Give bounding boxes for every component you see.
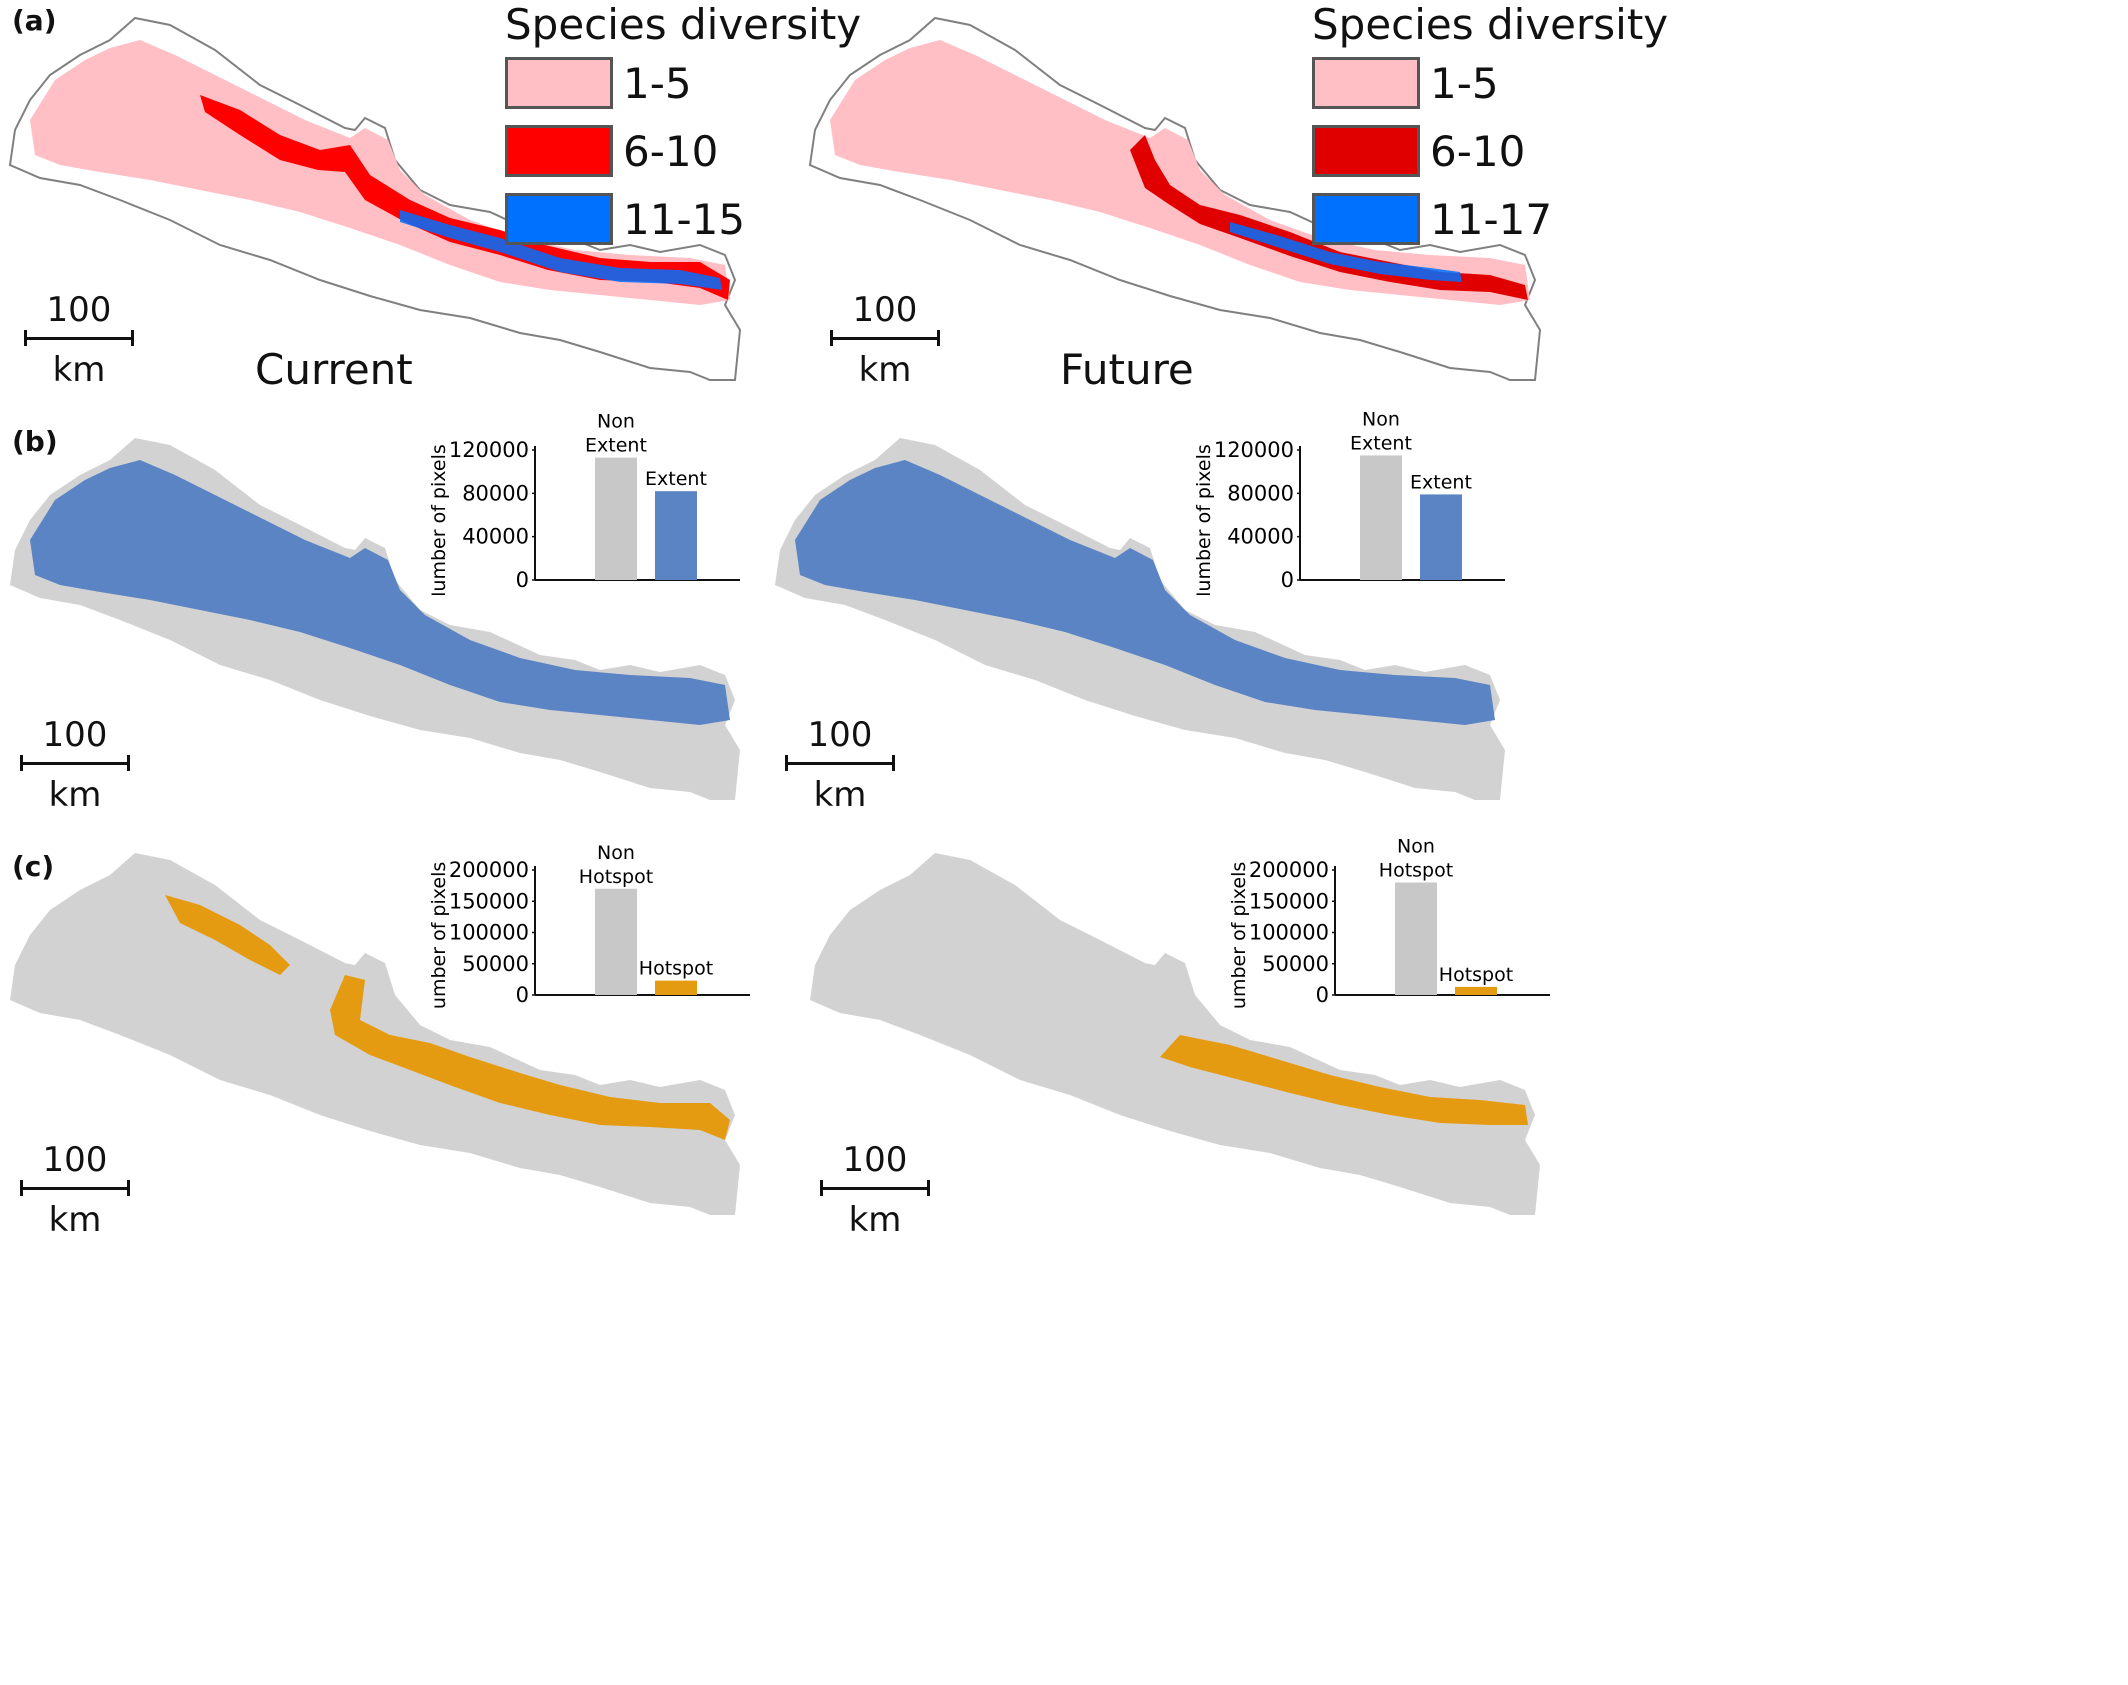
bar-hotspot [1455,986,1497,995]
scale-bar: 100 km [20,1140,170,1240]
scale-bar-unit: km [48,775,102,815]
bar-label: Extent [1350,432,1412,454]
legend-swatch-11-15 [505,193,613,245]
scale-bar-value: 100 [852,290,918,330]
y-tick-label: 40000 [462,525,529,549]
legend-swatch-6-10 [1312,125,1420,177]
bar-label: Extent [645,468,707,490]
y-axis-label: Number of pixels [428,862,450,1010]
y-tick-label: 0 [1281,568,1294,592]
legend-swatch-1-5 [505,57,613,109]
legend-future: Species diversity 1-5 6-10 11-17 [1312,0,1668,253]
bar-label: Non [597,411,635,433]
extent-future-bar-chart: Number of pixels 04000080000120000NonExte… [1193,408,1505,595]
scale-bar-unit: km [813,775,867,815]
y-axis-label: Number of pixels [1228,862,1250,1010]
scale-bar-value: 100 [42,715,108,755]
bar-non-extent [1360,455,1402,580]
y-tick-label: 150000 [1249,889,1329,913]
y-tick-label: 0 [516,983,529,1007]
scale-bar: 100 km [24,290,174,390]
y-tick-label: 100000 [449,921,529,945]
scenario-label-future: Future [1060,345,1194,394]
legend-title: Species diversity [505,0,862,49]
legend-swatch-1-5 [1312,57,1420,109]
bar-label: Hotspot [1379,860,1453,882]
scale-bar-unit: km [48,1200,102,1240]
bar-label: Hotspot [579,866,653,888]
bar-extent [1420,494,1462,580]
bar-label: Extent [585,435,647,457]
y-axis-label: Number of pixels [428,444,450,595]
scale-bar-unit: km [848,1200,902,1240]
panel-b-label: (b) [12,425,58,458]
scale-bar-value: 100 [842,1140,908,1180]
y-tick-label: 100000 [1249,921,1329,945]
legend-swatch-6-10 [505,125,613,177]
y-tick-label: 50000 [1262,952,1329,976]
y-tick-label: 80000 [462,481,529,505]
species-diversity-current-map [9,17,741,381]
bar-label: Extent [1410,471,1472,493]
y-tick-label: 120000 [1214,438,1294,462]
bar-non-hotspot [1395,882,1437,995]
bar-hotspot [655,980,697,995]
scale-bar-value: 100 [807,715,873,755]
species-diversity-future-map [809,17,1541,381]
y-tick-label: 200000 [449,858,529,882]
panel-a-label: (a) [12,4,57,37]
scenario-label-current: Current [255,345,413,394]
y-tick-label: 40000 [1227,525,1294,549]
legend-label: 1-5 [623,58,692,108]
bar-extent [655,491,697,580]
hotspot-future-map [810,853,1540,1215]
hotspot-future-bar-chart: Number of pixels 0 50000 100000 150000 200000… [1228,836,1550,1010]
scale-bar: 100 km [820,1140,970,1240]
y-tick-label: 150000 [449,889,529,913]
legend-label: 6-10 [1430,126,1526,176]
bar-non-extent [595,457,637,580]
scale-bar: 100 km [20,715,170,815]
legend-swatch-11-17 [1312,193,1420,245]
scale-bar: 100 km [830,290,980,390]
scale-bar-value: 100 [46,290,112,330]
y-axis-label: Number of pixels [1193,444,1215,595]
bar-non-hotspot [595,888,637,995]
hotspot-current-bar-chart: Number of pixels 0 50000 100000 150000 200000… [428,842,750,1010]
scale-bar-value: 100 [42,1140,108,1180]
bar-label: Non [1362,408,1400,430]
y-tick-label: 120000 [449,438,529,462]
y-tick-label: 200000 [1249,858,1329,882]
panel-c-label: (c) [12,850,55,883]
legend-title: Species diversity [1312,0,1669,49]
y-tick-label: 80000 [1227,481,1294,505]
extent-current-bar-chart: Number of pixels 04000080000120000NonExte… [428,411,740,595]
legend-label: 6-10 [623,126,719,176]
bar-label: Hotspot [639,958,713,980]
scale-bar-unit: km [858,350,912,390]
y-tick-label: 50000 [462,952,529,976]
legend-label: 1-5 [1430,58,1499,108]
legend-current: Species diversity 1-5 6-10 11-15 [505,0,861,253]
bar-label: Hotspot [1439,964,1513,986]
scale-bar: 100 km [785,715,935,815]
bar-label: Non [1397,836,1435,858]
scale-bar-unit: km [52,350,106,390]
y-tick-label: 0 [1316,983,1329,1007]
bar-label: Non [597,842,635,864]
legend-label: 11-15 [623,194,746,244]
y-tick-label: 0 [516,568,529,592]
legend-label: 11-17 [1430,194,1553,244]
